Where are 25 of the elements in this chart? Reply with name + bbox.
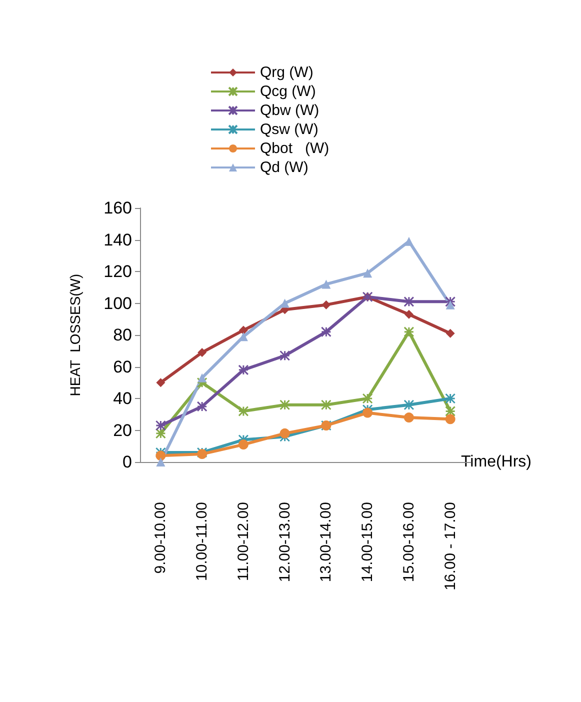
y-tick-label: 160	[104, 198, 132, 218]
y-tick-label: 0	[122, 452, 132, 472]
x-tick-label: 13.00-14.00	[318, 502, 335, 582]
x-tick-label: 10.00-11.00	[194, 502, 211, 581]
y-tick-label: 80	[113, 326, 132, 344]
legend-label: Qcg (W)	[260, 83, 316, 100]
x-tick-label: 15.00-16.00	[400, 502, 418, 582]
legend-label: Qbot (W)	[260, 140, 330, 157]
legend-label: Qrg (W)	[260, 64, 314, 81]
y-axis-title: HEAT LOSSES(W)	[67, 274, 83, 396]
y-tick-label: 60	[113, 357, 132, 376]
x-axis-title: Time(Hrs)	[461, 454, 532, 470]
x-tick-label: 14.00-15.00	[359, 502, 376, 582]
y-tick-label: 120	[104, 262, 132, 281]
y-tick-label: 100	[104, 294, 132, 313]
y-tick-label: 140	[104, 230, 132, 250]
y-tick-label: 20	[113, 420, 132, 440]
x-tick-label: 12.00-13.00	[276, 502, 294, 582]
x-tick-label: 16.00 - 17.00	[442, 502, 459, 590]
legend-label: Qd (W)	[260, 159, 308, 176]
x-tick-label: 9.00-10.00	[152, 502, 170, 574]
y-tick-label: 40	[113, 389, 132, 408]
legend-label: Qsw (W)	[260, 121, 318, 138]
legend-label: Qbw (W)	[260, 102, 320, 119]
x-tick-label: 11.00-12.00	[234, 502, 252, 581]
